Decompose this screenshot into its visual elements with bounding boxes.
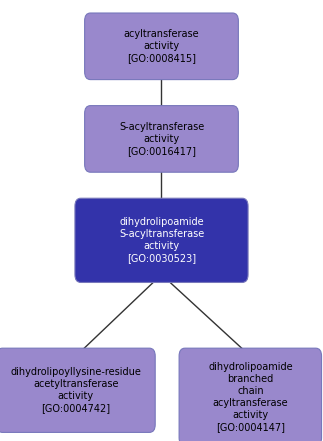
FancyBboxPatch shape (0, 348, 155, 432)
Text: dihydrolipoyllysine-residue
acetyltransferase
activity
[GO:0004742]: dihydrolipoyllysine-residue acetyltransf… (10, 367, 141, 413)
FancyBboxPatch shape (179, 348, 322, 441)
Text: acyltransferase
activity
[GO:0008415]: acyltransferase activity [GO:0008415] (124, 29, 199, 64)
FancyBboxPatch shape (85, 13, 238, 79)
FancyBboxPatch shape (85, 105, 238, 172)
Text: dihydrolipoamide
S-acyltransferase
activity
[GO:0030523]: dihydrolipoamide S-acyltransferase activ… (119, 217, 204, 263)
Text: dihydrolipoamide
branched
chain
acyltransferase
activity
[GO:0004147]: dihydrolipoamide branched chain acyltran… (208, 362, 293, 432)
Text: S-acyltransferase
activity
[GO:0016417]: S-acyltransferase activity [GO:0016417] (119, 122, 204, 156)
FancyBboxPatch shape (75, 198, 248, 282)
